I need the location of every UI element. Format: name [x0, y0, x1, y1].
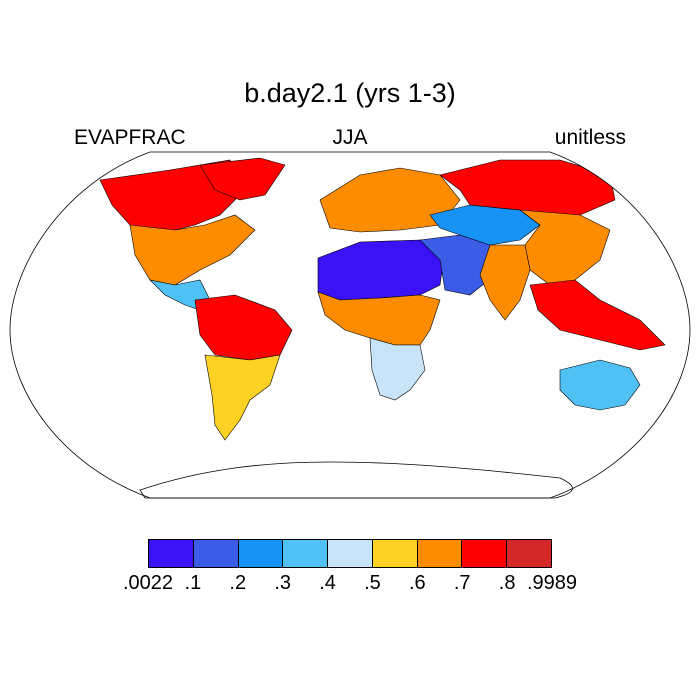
region-southern-africa [369, 337, 426, 401]
season-label: JJA [332, 126, 368, 149]
colorbar-tick-label: .9989 [526, 572, 578, 594]
colorbar-tick-label: .7 [453, 572, 471, 594]
colorbar-tick-label: .0022 [122, 572, 174, 594]
land-field-layer [99, 157, 666, 441]
plot-title: b.day2.1 (yrs 1-3) [244, 78, 456, 108]
colorbar-tick-label: .2 [229, 572, 247, 594]
colorbar-swatch [462, 540, 508, 567]
colorbar-swatch [372, 540, 418, 567]
colorbar-swatch [507, 540, 552, 567]
colorbar-tick-label: .6 [408, 572, 426, 594]
region-south-america-north [194, 294, 293, 361]
region-north-africa-sahara [317, 239, 446, 301]
region-sub-saharan-africa [317, 291, 441, 346]
colorbar-tick-label: .1 [184, 572, 202, 594]
map-border [9, 151, 691, 499]
colorbar-swatch [328, 540, 373, 567]
region-greenland-canada-north [199, 157, 286, 201]
colorbar-swatch [238, 540, 284, 567]
region-south-asia [479, 244, 531, 321]
colorbar-swatch [193, 540, 239, 567]
region-southeast-asia [529, 279, 666, 351]
region-australia [559, 359, 641, 411]
region-south-america-south [204, 354, 281, 441]
variable-label: EVAPFRAC [74, 126, 186, 149]
colorbar [148, 539, 552, 568]
colorbar-labels: .0022 .1 .2 .3 .4 .5 .6 .7 .8 .9989 [0, 572, 700, 598]
region-north-america-east [129, 214, 256, 286]
colorbar-swatch [283, 540, 329, 567]
antarctica-outline [139, 461, 573, 499]
colorbar-swatch [149, 540, 194, 567]
colorbar-tick-label: .4 [319, 572, 336, 594]
colorbar-swatch [417, 540, 463, 567]
colorbar-tick-label: .3 [274, 572, 291, 594]
colorbar-tick-label: .8 [498, 572, 516, 594]
colorbar-tick-label: .5 [364, 572, 381, 594]
units-label: unitless [554, 126, 626, 149]
